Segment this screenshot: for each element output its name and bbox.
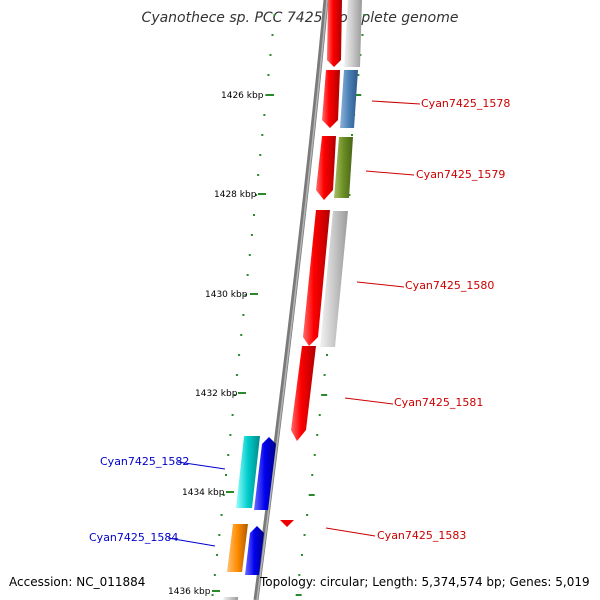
accession-text: Accession: NC_011884 [9,575,146,589]
gene-steelblue-feature[interactable] [340,70,358,128]
gene-minus-arrow[interactable] [254,437,276,510]
gene-cds-arrow[interactable] [291,346,316,441]
gene-cds-arrow[interactable] [303,210,330,346]
gene-grey-feature[interactable] [320,211,348,347]
gene-label-1580[interactable]: Cyan7425_1580 [405,279,494,292]
tick-label-1426: 1426 kbp [221,91,264,101]
gene-cds-arrow[interactable] [322,70,340,128]
gene-1583-marker[interactable] [280,520,294,527]
scale-ticks: 1426 kbp 1428 kbp 1430 kbp 1432 kbp 1434… [168,91,274,597]
gene-olive-feature[interactable] [334,137,353,198]
gene-label-1578[interactable]: Cyan7425_1578 [421,97,510,110]
genome-summary: Topology: circular; Length: 5,374,574 bp… [260,575,590,589]
gene-label-1579[interactable]: Cyan7425_1579 [416,168,505,181]
tick-label-1434: 1434 kbp [182,488,225,498]
label-leaders [167,100,421,547]
gene-cds-arrow[interactable] [316,136,336,200]
gene-cyan-feature[interactable] [236,436,260,508]
gene-label-1583[interactable]: Cyan7425_1583 [377,529,466,542]
minor-ticks [211,14,276,596]
gene-label-1584[interactable]: Cyan7425_1584 [89,531,178,544]
map-title: Cyanothece sp. PCC 7425, complete genome [141,10,459,26]
gene-cds-arrow[interactable] [327,0,342,67]
gene-label-1582[interactable]: Cyan7425_1582 [100,455,189,468]
gene-label-1581[interactable]: Cyan7425_1581 [394,396,483,409]
tick-label-1430: 1430 kbp [205,290,248,300]
tick-label-1428: 1428 kbp [214,190,257,200]
gene-orange-feature[interactable] [227,524,248,572]
tick-label-1436: 1436 kbp [168,587,211,597]
tick-label-1432: 1432 kbp [195,389,238,399]
gene-grey-feature[interactable] [223,597,238,600]
gene-minus-arrow[interactable] [245,526,264,575]
gene-grey-feature[interactable] [344,0,362,67]
